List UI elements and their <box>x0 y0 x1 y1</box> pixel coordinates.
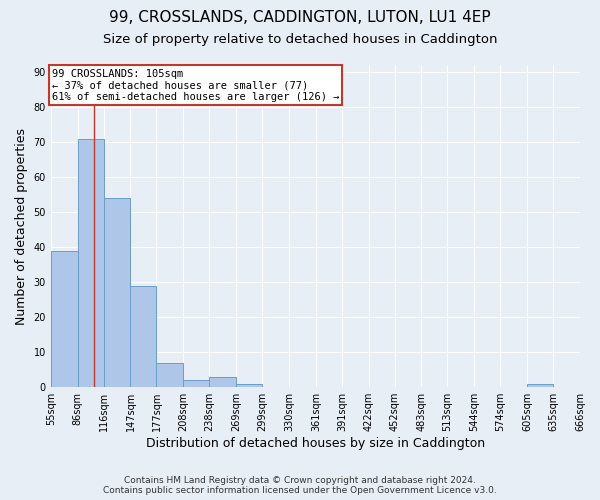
Bar <box>209 376 236 387</box>
X-axis label: Distribution of detached houses by size in Caddington: Distribution of detached houses by size … <box>146 437 485 450</box>
Text: Contains HM Land Registry data © Crown copyright and database right 2024.
Contai: Contains HM Land Registry data © Crown c… <box>103 476 497 495</box>
Bar <box>77 138 104 387</box>
Bar <box>184 380 209 387</box>
Bar <box>130 286 157 387</box>
Y-axis label: Number of detached properties: Number of detached properties <box>15 128 28 324</box>
Text: 99 CROSSLANDS: 105sqm
← 37% of detached houses are smaller (77)
61% of semi-deta: 99 CROSSLANDS: 105sqm ← 37% of detached … <box>52 68 339 102</box>
Text: Size of property relative to detached houses in Caddington: Size of property relative to detached ho… <box>103 32 497 46</box>
Text: 99, CROSSLANDS, CADDINGTON, LUTON, LU1 4EP: 99, CROSSLANDS, CADDINGTON, LUTON, LU1 4… <box>109 10 491 25</box>
Bar <box>527 384 553 387</box>
Bar <box>104 198 130 387</box>
Bar <box>236 384 262 387</box>
Bar <box>157 362 184 387</box>
Bar <box>51 250 77 387</box>
